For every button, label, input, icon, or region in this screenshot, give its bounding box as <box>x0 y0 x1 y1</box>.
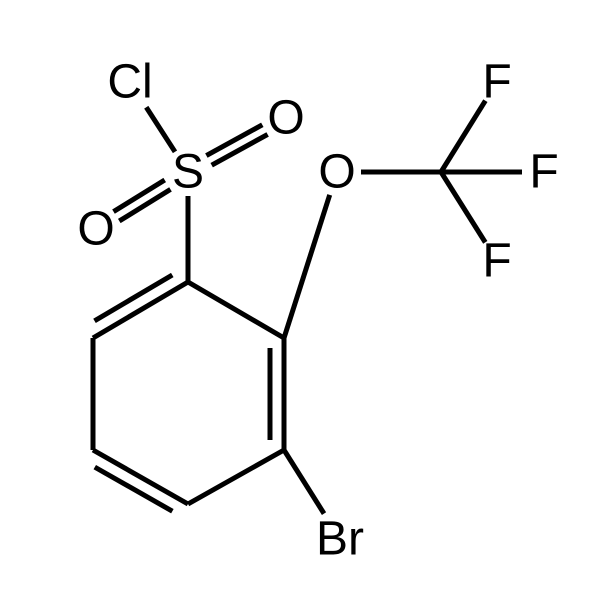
bond <box>284 450 324 514</box>
atom-label-s: S <box>172 146 204 199</box>
bond <box>93 282 188 338</box>
atom-label-f: F <box>482 56 511 109</box>
atom-label-f: F <box>482 235 511 288</box>
bond <box>188 282 284 338</box>
bond <box>284 195 330 338</box>
molecule-diagram: ClSOOOFFFBr <box>0 0 600 600</box>
atom-label-f: F <box>529 146 558 199</box>
atom-label-o: O <box>267 92 304 145</box>
atom-label-o: O <box>318 146 355 199</box>
atom-label-cl: Cl <box>107 56 152 109</box>
atom-label-o: O <box>77 203 114 256</box>
bond <box>441 101 485 172</box>
bond <box>146 107 175 152</box>
bond <box>188 450 284 504</box>
bond <box>441 172 485 242</box>
atom-label-br: Br <box>316 513 364 566</box>
